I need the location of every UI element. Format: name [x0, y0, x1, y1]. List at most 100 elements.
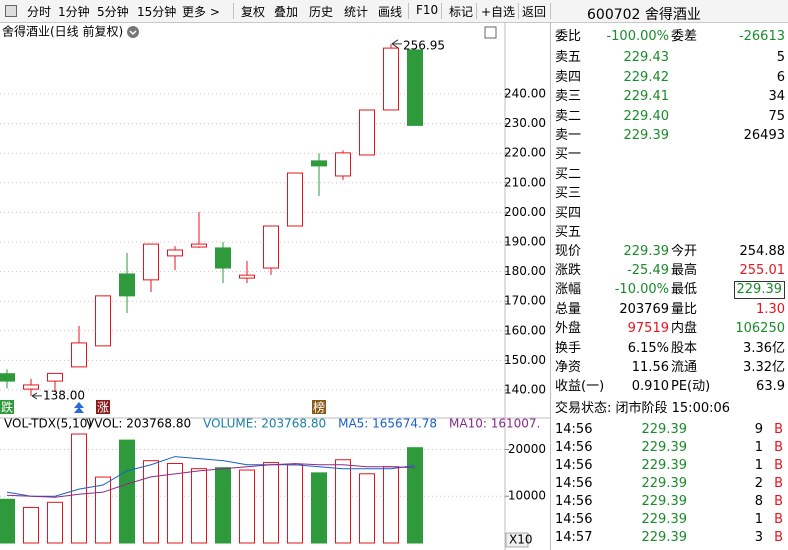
toolbar-button[interactable]: 标记 — [449, 5, 474, 19]
volume-bar — [335, 459, 351, 544]
volume-bar — [167, 462, 183, 544]
bid-label: 买四 — [555, 205, 582, 221]
toolbar-separator — [441, 3, 442, 19]
ask-label: 卖二 — [555, 108, 582, 124]
quote-panel: 600702 舍得酒业 委比 -100.00% 委差 -26613 卖五 229.43 5 卖四… — [550, 7, 788, 550]
field-label: 现价 — [555, 244, 582, 259]
toolbar-button[interactable]: 叠加 — [274, 5, 299, 19]
ask-volume: 26493 — [743, 128, 785, 143]
toolbar-button[interactable]: 15分钟 — [137, 5, 177, 19]
trade-volume: 8 — [754, 494, 763, 509]
y-tick-label: 150.00 — [504, 353, 546, 367]
legend-entry: MA10: 161007. — [449, 417, 540, 431]
field-label: 总量 — [555, 301, 582, 317]
low-label: 138.00 — [43, 388, 85, 402]
trade-side: B — [774, 422, 783, 437]
window-button[interactable] — [484, 26, 497, 39]
trade-time: 14:56 — [555, 440, 593, 455]
dropdown[interactable] — [127, 26, 139, 38]
event-marker — [96, 400, 110, 414]
moving-average-line — [6, 463, 416, 498]
volume-title: VOL-TDX(5,10) — [4, 417, 92, 431]
trade-time: 14:56 — [555, 422, 593, 437]
volume-bar — [191, 468, 207, 544]
stock-name: 600702 舍得酒业 — [587, 7, 701, 23]
field-label: 外盘 — [555, 320, 582, 336]
trade-price: 229.39 — [641, 422, 688, 437]
toolbar-button[interactable]: 复权 — [241, 5, 266, 19]
trade-price: 229.39 — [641, 494, 688, 509]
y-tick-label: 170.00 — [504, 294, 546, 308]
toolbar-icon[interactable] — [5, 5, 17, 17]
event-marker — [0, 400, 14, 414]
ask-label: 卖五 — [555, 50, 582, 65]
toolbar-button[interactable]: 更多 > — [182, 5, 220, 19]
trade-side: B — [774, 494, 783, 509]
candle-body — [143, 243, 159, 281]
y-tick-label: 220.00 — [504, 146, 546, 160]
toolbar-button[interactable]: 1分钟 — [58, 5, 90, 19]
toolbar-button[interactable]: 返回 — [522, 5, 547, 19]
y-tick-label: 10000 — [508, 489, 546, 503]
trade-time: 14:56 — [555, 458, 593, 473]
candle-body — [71, 342, 87, 368]
trade-volume: 3 — [754, 530, 763, 545]
toolbar-button[interactable]: F10 — [416, 3, 439, 17]
candle-body — [0, 373, 15, 382]
y-tick-label: 200.00 — [504, 205, 546, 219]
trade-volume: 1 — [754, 512, 763, 527]
ask-label: 卖四 — [555, 69, 582, 85]
volume-bar — [143, 460, 159, 544]
ask-volume: 6 — [776, 69, 785, 85]
trade-volume: 1 — [754, 440, 763, 455]
y-tick-label: 20000 — [508, 442, 546, 456]
volume-bar — [215, 467, 231, 544]
toolbar: 分时 1分钟 5分钟 15分钟 更多 > 复权 叠加 历史 统计 画线 F10 标记 +自选 返回 — [0, 0, 788, 23]
toolbar-button[interactable]: 历史 — [309, 5, 334, 19]
field-label: 最高 — [671, 263, 698, 279]
trade-volume: 9 — [754, 422, 763, 437]
volume-bar — [0, 498, 15, 544]
candle-body — [167, 249, 183, 257]
high-arrow — [391, 39, 402, 49]
bid-label: 买五 — [555, 225, 582, 240]
candle-body — [263, 225, 279, 269]
toolbar-button[interactable]: 分时 — [27, 5, 52, 19]
volume-bar — [287, 464, 303, 544]
toolbar-button[interactable]: 5分钟 — [97, 5, 129, 19]
toolbar-separator — [476, 3, 477, 19]
volume-bar — [239, 469, 255, 544]
ask-volume: 75 — [768, 108, 785, 124]
field-value: 0.910 — [631, 379, 669, 395]
field-value: -100.00% — [606, 29, 669, 44]
y-tick-label: 180.00 — [504, 264, 546, 278]
field-value: 6.15% — [627, 341, 669, 356]
low-arrow — [31, 392, 42, 400]
bid-label: 买三 — [555, 186, 582, 201]
trade-status: 交易状态: 闭市阶段 15:00:06 — [555, 401, 731, 416]
trade-side: B — [774, 512, 783, 527]
ask-label: 卖三 — [555, 89, 582, 104]
candle-body — [119, 273, 135, 297]
field-label: 量比 — [671, 301, 698, 317]
ask-price: 229.43 — [623, 50, 670, 65]
field-value: 3.36亿 — [743, 341, 785, 356]
candle-body — [215, 247, 231, 269]
toolbar-button[interactable]: 画线 — [378, 5, 403, 19]
toolbar-button[interactable]: +自选 — [481, 5, 516, 19]
field-label: 委比 — [555, 29, 582, 44]
field-value: -25.49 — [627, 263, 669, 279]
event-arrow — [74, 402, 84, 413]
toolbar-button[interactable]: 统计 — [344, 5, 369, 19]
field-value: 63.9 — [756, 379, 785, 395]
dropdown-arrow — [129, 30, 137, 36]
ask-volume: 34 — [768, 89, 785, 104]
y-tick-label: 210.00 — [504, 175, 546, 189]
chart: 舍得酒业(日线 前复权) X10 VOL-TDX(5,10) 140.00 150… — [0, 22, 550, 550]
field-value: 1.30 — [756, 301, 785, 317]
ask-price: 229.40 — [623, 108, 670, 124]
trade-time: 14:57 — [555, 530, 593, 545]
toolbar-separator — [233, 3, 234, 19]
trade-side: B — [774, 458, 783, 473]
